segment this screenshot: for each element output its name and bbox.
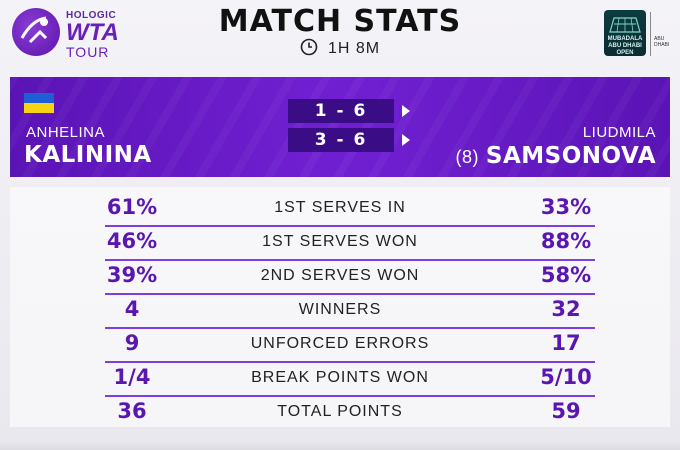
player2-stat-value: 59 [551, 399, 581, 423]
stat-row: 36 TOTAL POINTS 59 [10, 397, 670, 431]
page-title: MATCH STATS [218, 4, 462, 39]
header: HOLOGIC WTA TOUR MATCH STATS 1H 8M MUBAD… [0, 0, 680, 70]
stat-divider [105, 293, 595, 295]
stat-label: BREAK POINTS WON [251, 369, 429, 386]
player2-stat-value: 88% [540, 229, 592, 253]
ukraine-flag-icon [24, 93, 54, 113]
player1-last-name: KALININA [24, 142, 152, 168]
event-logo-badge: MUBADALA ABU DHABI OPEN [604, 10, 646, 56]
player1-stat-value: 39% [106, 263, 158, 287]
stat-label: UNFORCED ERRORS [250, 335, 430, 352]
stats-table: 61% 1ST SERVES IN 33% 46% 1ST SERVES WON… [10, 187, 670, 427]
stat-row: 61% 1ST SERVES IN 33% [10, 193, 670, 227]
stat-label: WINNERS [298, 301, 382, 318]
sponsor-name: HOLOGIC [66, 10, 117, 21]
scoreboard: ANHELINA KALININA 1 - 6 3 - 6 LIUDMILA (… [10, 77, 670, 177]
player2-last-name: (8) SAMSONOVA [456, 142, 656, 169]
event-logo-text: MUBADALA ABU DHABI OPEN [607, 36, 643, 56]
stadium-icon [609, 17, 641, 33]
set-score-1: 1 - 6 [288, 99, 394, 123]
event-logo: MUBADALA ABU DHABI OPEN ABU DHABI [604, 10, 676, 62]
wta-logo: HOLOGIC WTA TOUR [12, 6, 122, 60]
player2-stat-value: 32 [551, 297, 581, 321]
set-score-2: 3 - 6 [288, 128, 394, 152]
logo-divider [650, 12, 651, 56]
stat-label: 2ND SERVES WON [260, 267, 420, 284]
stat-divider [105, 259, 595, 261]
stat-label: 1ST SERVES IN [274, 199, 406, 216]
player1-stat-value: 61% [106, 195, 158, 219]
stat-row: 46% 1ST SERVES WON 88% [10, 227, 670, 261]
bottom-edge [0, 440, 680, 450]
player2-stat-value: 33% [540, 195, 592, 219]
player2-surname: SAMSONOVA [485, 143, 656, 169]
wta-wordmark: WTA [66, 19, 119, 46]
player1-stat-value: 46% [106, 229, 158, 253]
player1-first-name: ANHELINA [26, 124, 106, 141]
event-logo-right-text: ABU DHABI [654, 36, 670, 48]
tennis-player-icon [12, 8, 60, 56]
player2-seed: (8) [455, 147, 480, 167]
player2-stat-value: 58% [540, 263, 592, 287]
player1-stat-value: 4 [124, 297, 140, 321]
play-arrow-icon [402, 134, 410, 146]
stat-label: TOTAL POINTS [277, 403, 403, 420]
player1-stat-value: 36 [117, 399, 147, 423]
stat-divider [105, 225, 595, 227]
stat-label: 1ST SERVES WON [262, 233, 418, 250]
stat-row: 9 UNFORCED ERRORS 17 [10, 329, 670, 363]
player2-stat-value: 17 [551, 331, 581, 355]
stat-row: 39% 2ND SERVES WON 58% [10, 261, 670, 295]
player2-stat-value: 5/10 [540, 365, 592, 389]
play-arrow-icon [402, 105, 410, 117]
match-duration: 1H 8M [0, 38, 680, 58]
stat-divider [105, 327, 595, 329]
stat-divider [105, 361, 595, 363]
duration-text: 1H 8M [327, 40, 381, 57]
stat-row: 1/4 BREAK POINTS WON 5/10 [10, 363, 670, 397]
stat-divider [105, 395, 595, 397]
stat-row: 4 WINNERS 32 [10, 295, 670, 329]
player2-first-name: LIUDMILA [582, 124, 656, 141]
clock-icon [300, 38, 318, 56]
player1-stat-value: 9 [124, 331, 140, 355]
tour-label: TOUR [66, 44, 110, 60]
player1-stat-value: 1/4 [113, 365, 151, 389]
